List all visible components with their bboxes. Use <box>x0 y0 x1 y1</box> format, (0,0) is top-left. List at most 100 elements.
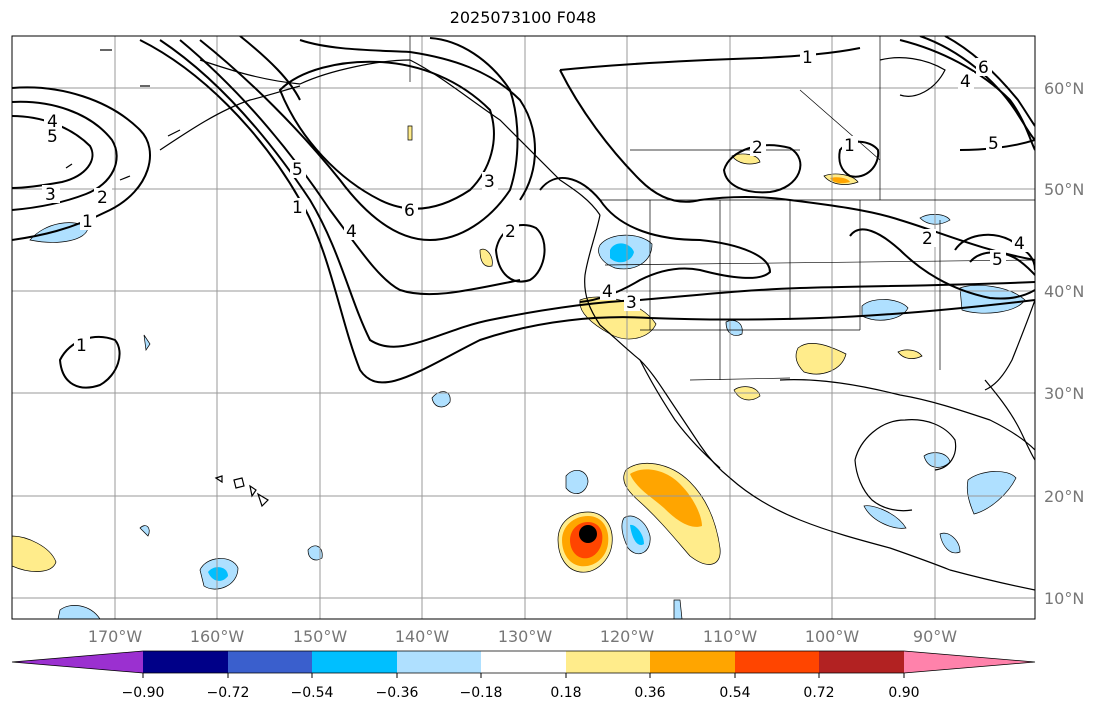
contour-label: 2 <box>505 222 516 242</box>
contour-line <box>954 233 1035 271</box>
contour-label: 1 <box>82 212 93 232</box>
shade-positive-area <box>897 349 923 359</box>
colorbar-segment <box>12 651 143 673</box>
shade-negative-area <box>307 545 323 561</box>
lon-label: 130°W <box>498 627 553 646</box>
shade-positive-area <box>830 177 850 184</box>
contour-label: 5 <box>988 134 999 154</box>
lat-label: 60°N <box>1044 79 1084 98</box>
lat-label: 50°N <box>1044 180 1084 199</box>
contour-line <box>539 176 772 303</box>
lon-label: 90°W <box>913 627 957 646</box>
latitude-axis: 60°N 50°N 40°N 30°N 20°N 10°N <box>1044 79 1084 608</box>
contour-line <box>299 39 536 201</box>
colorbar-tick-label: 0.36 <box>634 685 665 701</box>
contour-line <box>849 228 1035 300</box>
colorbar-segment <box>819 651 904 673</box>
shade-negative-area <box>673 599 683 619</box>
colorbar-segment <box>566 651 650 673</box>
shade-negative-area <box>143 334 151 351</box>
colorbar-segment <box>650 651 735 673</box>
shade-negative-area <box>57 605 101 619</box>
contour-line <box>12 100 118 211</box>
contour-label: 3 <box>626 293 637 313</box>
contour-line <box>139 39 1035 384</box>
colorbar-segment <box>397 651 481 673</box>
lat-label: 20°N <box>1044 487 1084 506</box>
contour-label: 6 <box>404 201 415 221</box>
lon-label: 100°W <box>805 627 860 646</box>
shade-negative-area <box>565 469 589 495</box>
colorbar-tick-label: −0.36 <box>376 685 419 701</box>
storm-center-marker <box>579 525 597 543</box>
plot-border <box>11 35 1036 620</box>
shade-negative-area <box>939 532 961 554</box>
contour-line <box>199 37 519 242</box>
contour-label: 5 <box>292 160 303 180</box>
shade-positive-area <box>795 343 847 375</box>
lon-label: 150°W <box>293 627 348 646</box>
contour-line <box>12 86 151 241</box>
colorbar-segment <box>228 651 312 673</box>
colorbar-tick-label: −0.72 <box>207 685 250 701</box>
colorbar-segment <box>143 651 228 673</box>
political-borders <box>409 36 1035 381</box>
shade-positive-area <box>407 125 413 141</box>
contour-label: 4 <box>47 112 58 132</box>
shade-negative-area <box>630 524 644 546</box>
lon-label: 140°W <box>395 627 450 646</box>
contour-line <box>179 39 521 296</box>
colorbar-segment <box>481 651 566 673</box>
map-title: 2025073100 F048 <box>449 8 597 27</box>
contour-line <box>944 36 1035 127</box>
contour-label: 6 <box>978 58 989 78</box>
contour-line <box>919 36 1035 141</box>
lat-label: 10°N <box>1044 589 1084 608</box>
contour-label: 5 <box>992 250 1003 270</box>
shade-positive-area <box>479 248 493 267</box>
shade-negative-area <box>431 391 451 408</box>
lon-label: 120°W <box>600 627 655 646</box>
contour-line <box>159 39 1035 348</box>
contour-line <box>559 69 1035 261</box>
colorbar-segment <box>312 651 397 673</box>
colorbar-tick-label: 0.72 <box>803 685 834 701</box>
colorbar-segment <box>904 651 1035 673</box>
contour-label: 3 <box>45 185 56 205</box>
contour-label: 2 <box>752 138 763 158</box>
lon-label: 160°W <box>190 627 245 646</box>
shade-negative-area <box>610 243 634 263</box>
contour-label: 1 <box>844 136 855 156</box>
contour-line <box>969 251 1035 276</box>
longitude-axis: 170°W 160°W 150°W 140°W 130°W 120°W 110°… <box>88 627 957 646</box>
contour-line <box>278 60 495 210</box>
contour-line <box>838 140 880 178</box>
lon-label: 170°W <box>88 627 143 646</box>
contour-label: 4 <box>1014 234 1025 254</box>
shade-negative-area <box>863 505 907 529</box>
lat-label: 30°N <box>1044 384 1084 403</box>
colorbar-tick-label: −0.54 <box>291 685 334 701</box>
shade-positive-area <box>630 469 702 527</box>
contour-label: 2 <box>922 229 933 249</box>
contour-lines <box>12 36 1035 389</box>
shade-positive-area <box>12 535 57 572</box>
contour-line <box>239 36 301 101</box>
contour-label: 1 <box>76 336 87 356</box>
contour-line <box>722 144 802 194</box>
shade-positive-area <box>731 153 761 165</box>
shade-negative-area <box>139 525 150 537</box>
lon-label: 110°W <box>703 627 758 646</box>
contour-label: 5 <box>47 127 58 147</box>
contour-label: 4 <box>346 222 357 242</box>
lat-label: 40°N <box>1044 282 1084 301</box>
contour-label: 3 <box>484 172 495 192</box>
contour-line <box>559 47 861 71</box>
contour-label: 4 <box>602 282 613 302</box>
colorbar-tick-label: −0.18 <box>460 685 503 701</box>
colorbar-tick-label: 0.54 <box>719 685 750 701</box>
contour-label-group: 4 5 3 2 1 1 5 1 4 6 3 2 4 3 <box>42 48 1028 356</box>
colorbar-tick-label: 0.18 <box>550 685 581 701</box>
coastlines <box>65 49 1035 591</box>
